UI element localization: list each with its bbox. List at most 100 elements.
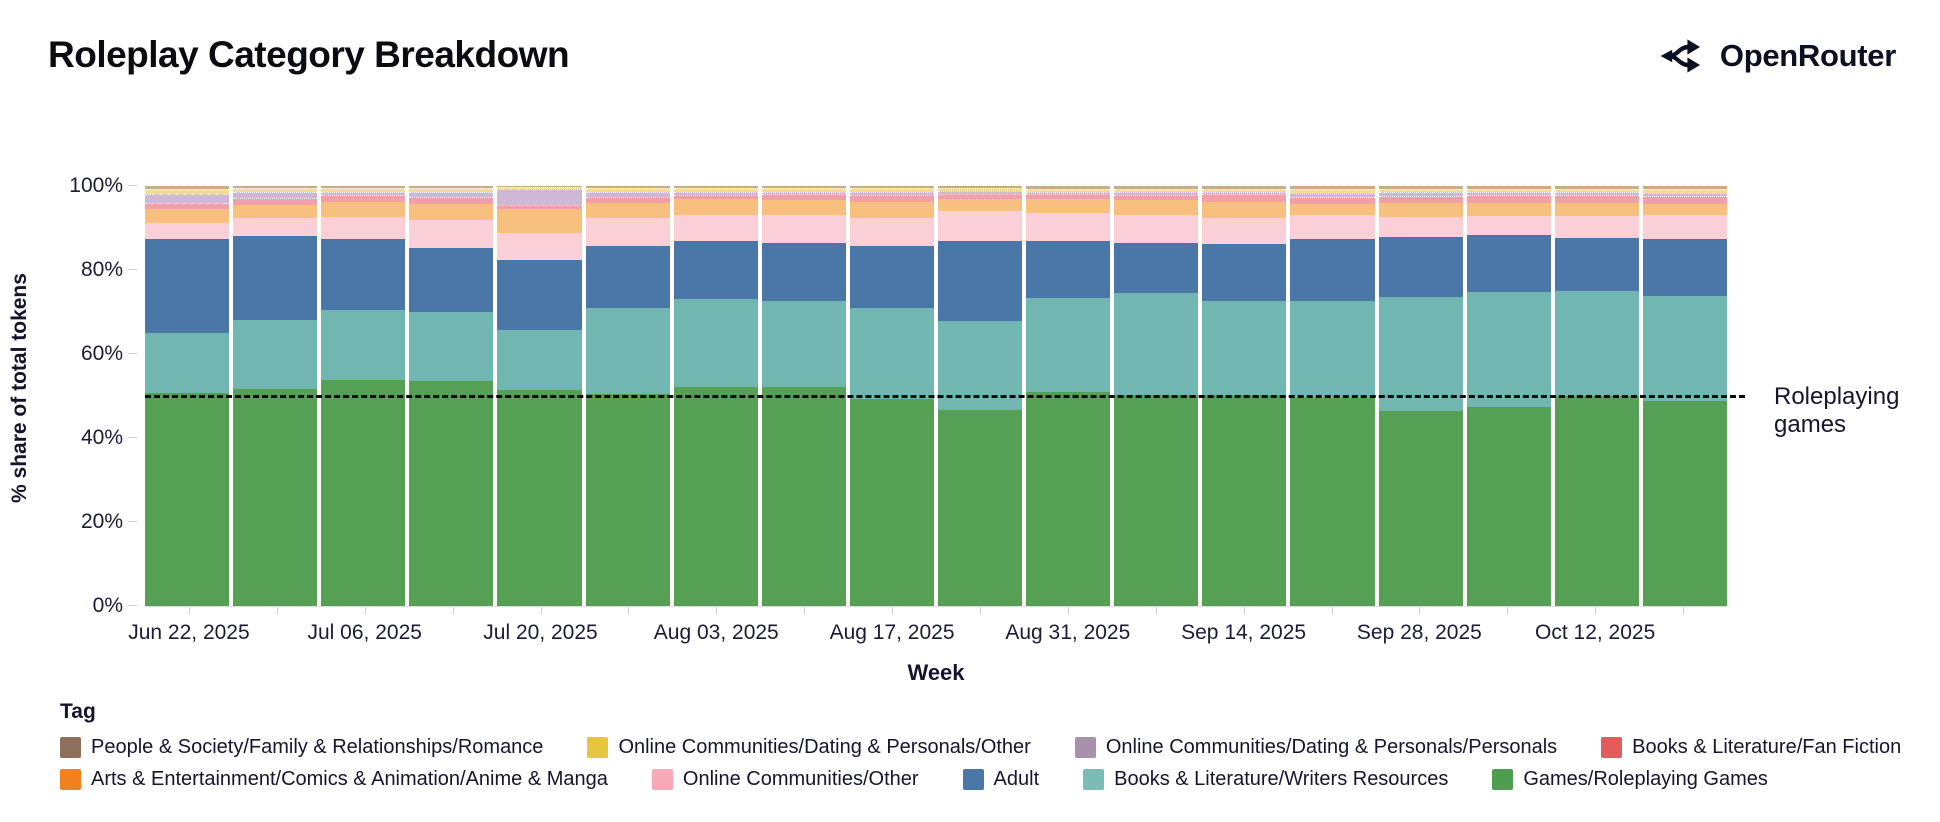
bar-segment-personals[interactable] [497, 189, 582, 205]
bar-segment-adult[interactable] [321, 239, 406, 310]
bar-segment-personals[interactable] [321, 191, 406, 196]
bar-segment-fan_fiction[interactable] [1642, 196, 1727, 204]
bar-segment-fan_fiction[interactable] [1202, 194, 1287, 202]
legend-item-personals[interactable]: Online Communities/Dating & Personals/Pe… [1074, 736, 1557, 759]
bar-segment-personals[interactable] [1378, 192, 1463, 196]
bar-segment-romance[interactable] [497, 186, 582, 188]
bar-segment-personals[interactable] [849, 191, 934, 196]
bar-segment-romance[interactable] [1466, 186, 1551, 189]
bar-segment-fan_fiction[interactable] [497, 204, 582, 209]
bar-segment-fan_fiction[interactable] [1466, 195, 1551, 203]
bar-segment-writers[interactable] [1114, 292, 1199, 395]
bar-segment-oc_other[interactable] [1642, 215, 1727, 240]
bar-segment-oc_other[interactable] [145, 222, 230, 240]
bar-segment-writers[interactable] [1202, 300, 1287, 396]
bar-segment-adult[interactable] [233, 236, 318, 321]
bar-segment-rpg[interactable] [497, 390, 582, 606]
bar-segment-dating_other[interactable] [145, 189, 230, 195]
bar-segment-writers[interactable] [1378, 296, 1463, 411]
bar-segment-anime_manga[interactable] [1466, 202, 1551, 216]
bar-segment-romance[interactable] [145, 186, 230, 189]
bar-segment-romance[interactable] [1026, 186, 1111, 189]
bar-segment-oc_other[interactable] [673, 214, 758, 242]
bar-segment-dating_other[interactable] [1378, 188, 1463, 193]
bar-segment-anime_manga[interactable] [497, 208, 582, 233]
legend-item-romance[interactable]: People & Society/Family & Relationships/… [60, 736, 543, 759]
bar-segment-writers[interactable] [585, 307, 670, 394]
bar-segment-oc_other[interactable] [937, 211, 1023, 242]
legend-item-writers[interactable]: Books & Literature/Writers Resources [1083, 768, 1448, 791]
bar-segment-adult[interactable] [585, 246, 670, 308]
bar-segment-personals[interactable] [233, 192, 318, 198]
bar-segment-romance[interactable] [1114, 186, 1199, 189]
bar-segment-anime_manga[interactable] [321, 201, 406, 218]
bar-segment-anime_manga[interactable] [849, 201, 934, 218]
bar-segment-rpg[interactable] [233, 388, 318, 606]
bar-segment-writers[interactable] [1642, 296, 1727, 402]
bar-segment-anime_manga[interactable] [937, 198, 1023, 212]
bar-segment-romance[interactable] [321, 186, 406, 188]
bar-segment-writers[interactable] [849, 307, 934, 400]
bar-segment-dating_other[interactable] [673, 188, 758, 193]
bar-segment-adult[interactable] [673, 241, 758, 300]
bar-segment-dating_other[interactable] [409, 188, 494, 192]
bar-segment-rpg[interactable] [1466, 407, 1551, 606]
bar-segment-anime_manga[interactable] [1202, 201, 1287, 218]
bar-segment-personals[interactable] [673, 192, 758, 196]
bar-segment-fan_fiction[interactable] [1554, 195, 1639, 203]
bar-segment-personals[interactable] [409, 191, 494, 198]
bar-segment-adult[interactable] [1114, 242, 1199, 293]
bar-segment-adult[interactable] [1554, 237, 1639, 291]
bar-segment-writers[interactable] [409, 312, 494, 382]
bar-segment-oc_other[interactable] [233, 217, 318, 237]
bar-segment-dating_other[interactable] [1554, 188, 1639, 192]
bar-segment-fan_fiction[interactable] [1026, 194, 1111, 199]
bar-segment-oc_other[interactable] [497, 232, 582, 260]
bar-segment-writers[interactable] [761, 301, 846, 387]
bar-segment-rpg[interactable] [1202, 395, 1287, 606]
bar-segment-fan_fiction[interactable] [321, 195, 406, 202]
bar-segment-romance[interactable] [673, 186, 758, 189]
bar-segment-rpg[interactable] [321, 379, 406, 606]
bar-segment-personals[interactable] [1642, 193, 1727, 197]
bar-segment-fan_fiction[interactable] [937, 193, 1023, 199]
bar-segment-personals[interactable] [1026, 191, 1111, 195]
bar-segment-personals[interactable] [1466, 191, 1551, 196]
bar-segment-romance[interactable] [409, 186, 494, 189]
bar-segment-fan_fiction[interactable] [761, 194, 846, 201]
bar-segment-dating_other[interactable] [761, 188, 846, 192]
legend-item-anime_manga[interactable]: Arts & Entertainment/Comics & Animation/… [60, 768, 608, 791]
bar-segment-fan_fiction[interactable] [1290, 196, 1375, 204]
bar-segment-anime_manga[interactable] [761, 200, 846, 215]
bar-segment-oc_other[interactable] [585, 217, 670, 247]
bar-segment-adult[interactable] [1642, 239, 1727, 297]
bar-segment-rpg[interactable] [1554, 396, 1639, 606]
bar-segment-dating_other[interactable] [1026, 188, 1111, 192]
bar-segment-adult[interactable] [497, 259, 582, 330]
bar-segment-rpg[interactable] [1290, 398, 1375, 606]
bar-segment-writers[interactable] [673, 299, 758, 388]
bar-segment-oc_other[interactable] [849, 217, 934, 247]
bar-segment-oc_other[interactable] [1026, 212, 1111, 241]
bar-segment-dating_other[interactable] [937, 188, 1023, 192]
legend-item-fan_fiction[interactable]: Books & Literature/Fan Fiction [1601, 736, 1901, 759]
bar-segment-personals[interactable] [1290, 192, 1375, 197]
bar-segment-anime_manga[interactable] [673, 199, 758, 215]
bar-segment-adult[interactable] [1466, 235, 1551, 292]
bar-segment-oc_other[interactable] [1202, 217, 1287, 244]
bar-segment-fan_fiction[interactable] [849, 195, 934, 202]
bar-segment-adult[interactable] [409, 247, 494, 313]
bar-segment-adult[interactable] [145, 239, 230, 334]
bar-segment-anime_manga[interactable] [409, 203, 494, 220]
bar-segment-adult[interactable] [849, 246, 934, 308]
bar-segment-dating_other[interactable] [321, 187, 406, 192]
bar-segment-fan_fiction[interactable] [145, 202, 230, 209]
bar-segment-romance[interactable] [761, 186, 846, 189]
bar-segment-oc_other[interactable] [1290, 215, 1375, 239]
bar-segment-romance[interactable] [849, 186, 934, 189]
bar-segment-anime_manga[interactable] [233, 204, 318, 218]
bar-segment-anime_manga[interactable] [145, 208, 230, 223]
bar-segment-oc_other[interactable] [1378, 216, 1463, 237]
legend-item-adult[interactable]: Adult [962, 768, 1039, 791]
bar-segment-dating_other[interactable] [585, 188, 670, 192]
